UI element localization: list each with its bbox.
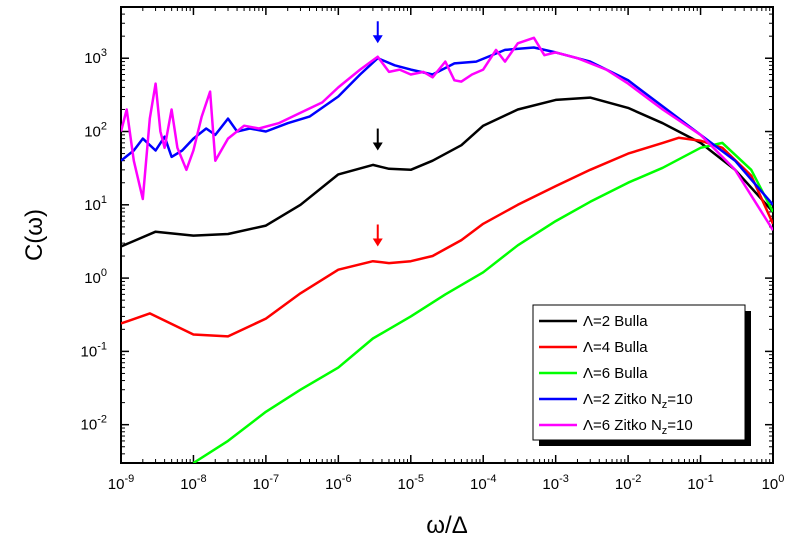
plot-area <box>120 6 774 464</box>
x-tick-label: 10-1 <box>687 473 713 493</box>
y-tick-label: 102 <box>84 121 107 141</box>
x-tick-label: 10-7 <box>253 473 279 493</box>
y-tick-label: 101 <box>84 194 107 214</box>
annotation-layer <box>372 21 383 247</box>
legend-label: Λ=6 Zitko Nz=10 <box>583 417 693 437</box>
series-line-2 <box>121 136 773 338</box>
legend-label: Λ=2 Bulla <box>583 313 648 330</box>
series-line-3 <box>192 141 773 463</box>
x-axis-label: ω/Δ <box>426 512 467 538</box>
y-tick-label: 10-1 <box>81 340 107 360</box>
arrow-annotation <box>372 224 383 247</box>
series-layer <box>121 36 773 463</box>
x-tick-label: 10-2 <box>615 473 641 493</box>
legend-label: Λ=4 Bulla <box>583 339 648 356</box>
y-tick-label: 100 <box>84 267 107 287</box>
x-tick-label: 100 <box>762 473 785 493</box>
series-line-4 <box>121 46 773 206</box>
legend: Λ=2 Bulla Λ=4 Bulla Λ=6 Bulla Λ=2 Zitko Nz=… <box>532 304 751 446</box>
legend-label: Λ=6 Bulla <box>583 365 648 382</box>
x-tick-label: 10-3 <box>542 473 568 493</box>
x-tick-label: 10-6 <box>325 473 351 493</box>
series-line-5 <box>121 36 773 231</box>
legend-label: Λ=2 Zitko Nz=10 <box>583 391 693 411</box>
axis-ticks <box>120 6 774 464</box>
plot-frame <box>120 6 774 464</box>
x-tick-label: 10-9 <box>108 473 134 493</box>
y-tick-label: 103 <box>84 47 107 67</box>
x-tick-label: 10-5 <box>398 473 424 493</box>
y-tick-label: 10-2 <box>81 414 107 434</box>
series-line-1 <box>121 96 773 248</box>
arrow-annotation <box>372 21 383 44</box>
x-tick-label: 10-4 <box>470 473 496 493</box>
arrow-annotation <box>372 128 383 151</box>
y-axis-label: C(ω) <box>21 209 48 261</box>
x-tick-label: 10-8 <box>180 473 206 493</box>
tick-labels: 10-9 10-8 10-7 10-6 10-5 10-4 10-3 10-2 10-1 100 1… <box>81 47 785 493</box>
